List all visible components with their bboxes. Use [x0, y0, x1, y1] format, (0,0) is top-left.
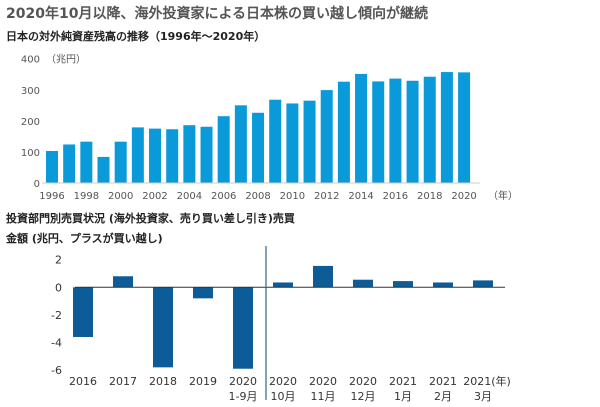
bar-2018- [153, 287, 173, 368]
bar-2020-10月 [273, 282, 293, 288]
x-tick-label: 2000 [108, 191, 133, 202]
bar-2021(年)-3月 [473, 280, 493, 288]
y-tick-label: 200 [21, 117, 40, 128]
x-tick-label: 2012 [314, 191, 339, 202]
bar-2017- [113, 276, 133, 288]
x-tick-sublabel: 11月 [311, 390, 336, 403]
bar-2018 [423, 76, 436, 183]
bar-2012 [320, 90, 333, 183]
bar-2019 [440, 72, 453, 183]
x-tick-label: 2016 [383, 191, 408, 202]
x-tick-sublabel: 12月 [351, 390, 376, 403]
y-tick-label: 100 [21, 148, 40, 159]
chart1-title: 日本の対外純資産残高の推移（1996年～2020年） [6, 30, 266, 43]
x-tick-label: 2020 [229, 375, 257, 388]
bar-2019- [193, 287, 213, 299]
bar-2005 [200, 126, 213, 183]
y-tick-label: 0 [34, 179, 40, 190]
y-tick-label: 2 [55, 254, 62, 267]
x-tick-label: 2016 [69, 375, 97, 388]
x-unit-label: （年） [488, 189, 518, 202]
bar-2020-11月 [313, 265, 333, 288]
x-tick-label: 2018 [149, 375, 177, 388]
bar-2014 [355, 73, 368, 183]
x-tick-label: 2021 [389, 375, 417, 388]
y-unit-label: （兆円） [46, 54, 86, 66]
chart2-title: 投資部門別売買状況 (海外投資家、売り買い差し引き)売買 [6, 212, 295, 225]
x-tick-sublabel: 2月 [434, 390, 452, 403]
x-tick-label: 2020 [269, 375, 297, 388]
x-tick-label: 2018 [417, 191, 442, 202]
bar-2016- [73, 287, 93, 337]
x-tick-label: 2021(年) [463, 374, 511, 388]
bar-1998 [80, 141, 93, 183]
x-tick-label: 2006 [211, 191, 236, 202]
bar-2006 [217, 116, 230, 183]
x-tick-label: 2020 [451, 191, 476, 202]
chart2-ylabel: 金額 (兆円、プラスが買い越し) [6, 232, 163, 245]
bar-2020 [458, 72, 471, 183]
bar-2010 [286, 103, 299, 183]
y-tick-label: -2 [51, 309, 62, 322]
x-tick-label: 2020 [349, 375, 377, 388]
y-tick-label: 400 [21, 55, 40, 66]
bar-2017 [406, 80, 419, 183]
bar-2013 [337, 81, 350, 183]
y-tick-label: 0 [55, 281, 62, 294]
x-tick-label: 2014 [348, 191, 373, 202]
y-tick-label: -4 [51, 337, 62, 350]
x-tick-sublabel: 1-9月 [229, 390, 258, 403]
bar-2009 [269, 99, 282, 183]
x-tick-label: 2019 [189, 375, 217, 388]
x-tick-label: 2008 [245, 191, 270, 202]
bar-2021-2月 [433, 282, 453, 288]
bar-2020-1-9月 [233, 287, 253, 369]
bar-2016 [389, 78, 402, 183]
bar-2008 [252, 112, 265, 183]
x-tick-label: 2010 [280, 191, 305, 202]
y-tick-label: -6 [51, 364, 62, 377]
bar-2002 [149, 128, 162, 183]
bar-2003 [166, 129, 179, 183]
bar-1999 [97, 156, 110, 183]
y-tick-label: 300 [21, 86, 40, 97]
bar-1996 [46, 150, 58, 183]
bar-2001 [131, 127, 144, 183]
bar-2000 [114, 141, 127, 183]
bar-2021-1月 [393, 281, 413, 288]
x-tick-label: 2021 [429, 375, 457, 388]
x-tick-label: 1996 [39, 191, 64, 202]
x-tick-sublabel: 3月 [474, 390, 492, 403]
bar-1997 [63, 144, 76, 183]
x-tick-label: 2017 [109, 375, 137, 388]
x-tick-label: 1998 [74, 191, 99, 202]
bar-2004 [183, 125, 196, 183]
bar-2011 [303, 100, 316, 183]
x-tick-label: 2020 [309, 375, 337, 388]
bar-2007 [234, 105, 247, 183]
x-tick-sublabel: 10月 [271, 390, 296, 403]
x-tick-label: 2004 [177, 191, 202, 202]
bar-2015 [372, 81, 385, 183]
bar-2020-12月 [353, 279, 373, 288]
x-tick-label: 2002 [142, 191, 167, 202]
figure-title: 2020年10月以降、海外投資家による日本株の買い越し傾向が継続 [6, 6, 429, 22]
x-tick-sublabel: 1月 [394, 390, 412, 403]
